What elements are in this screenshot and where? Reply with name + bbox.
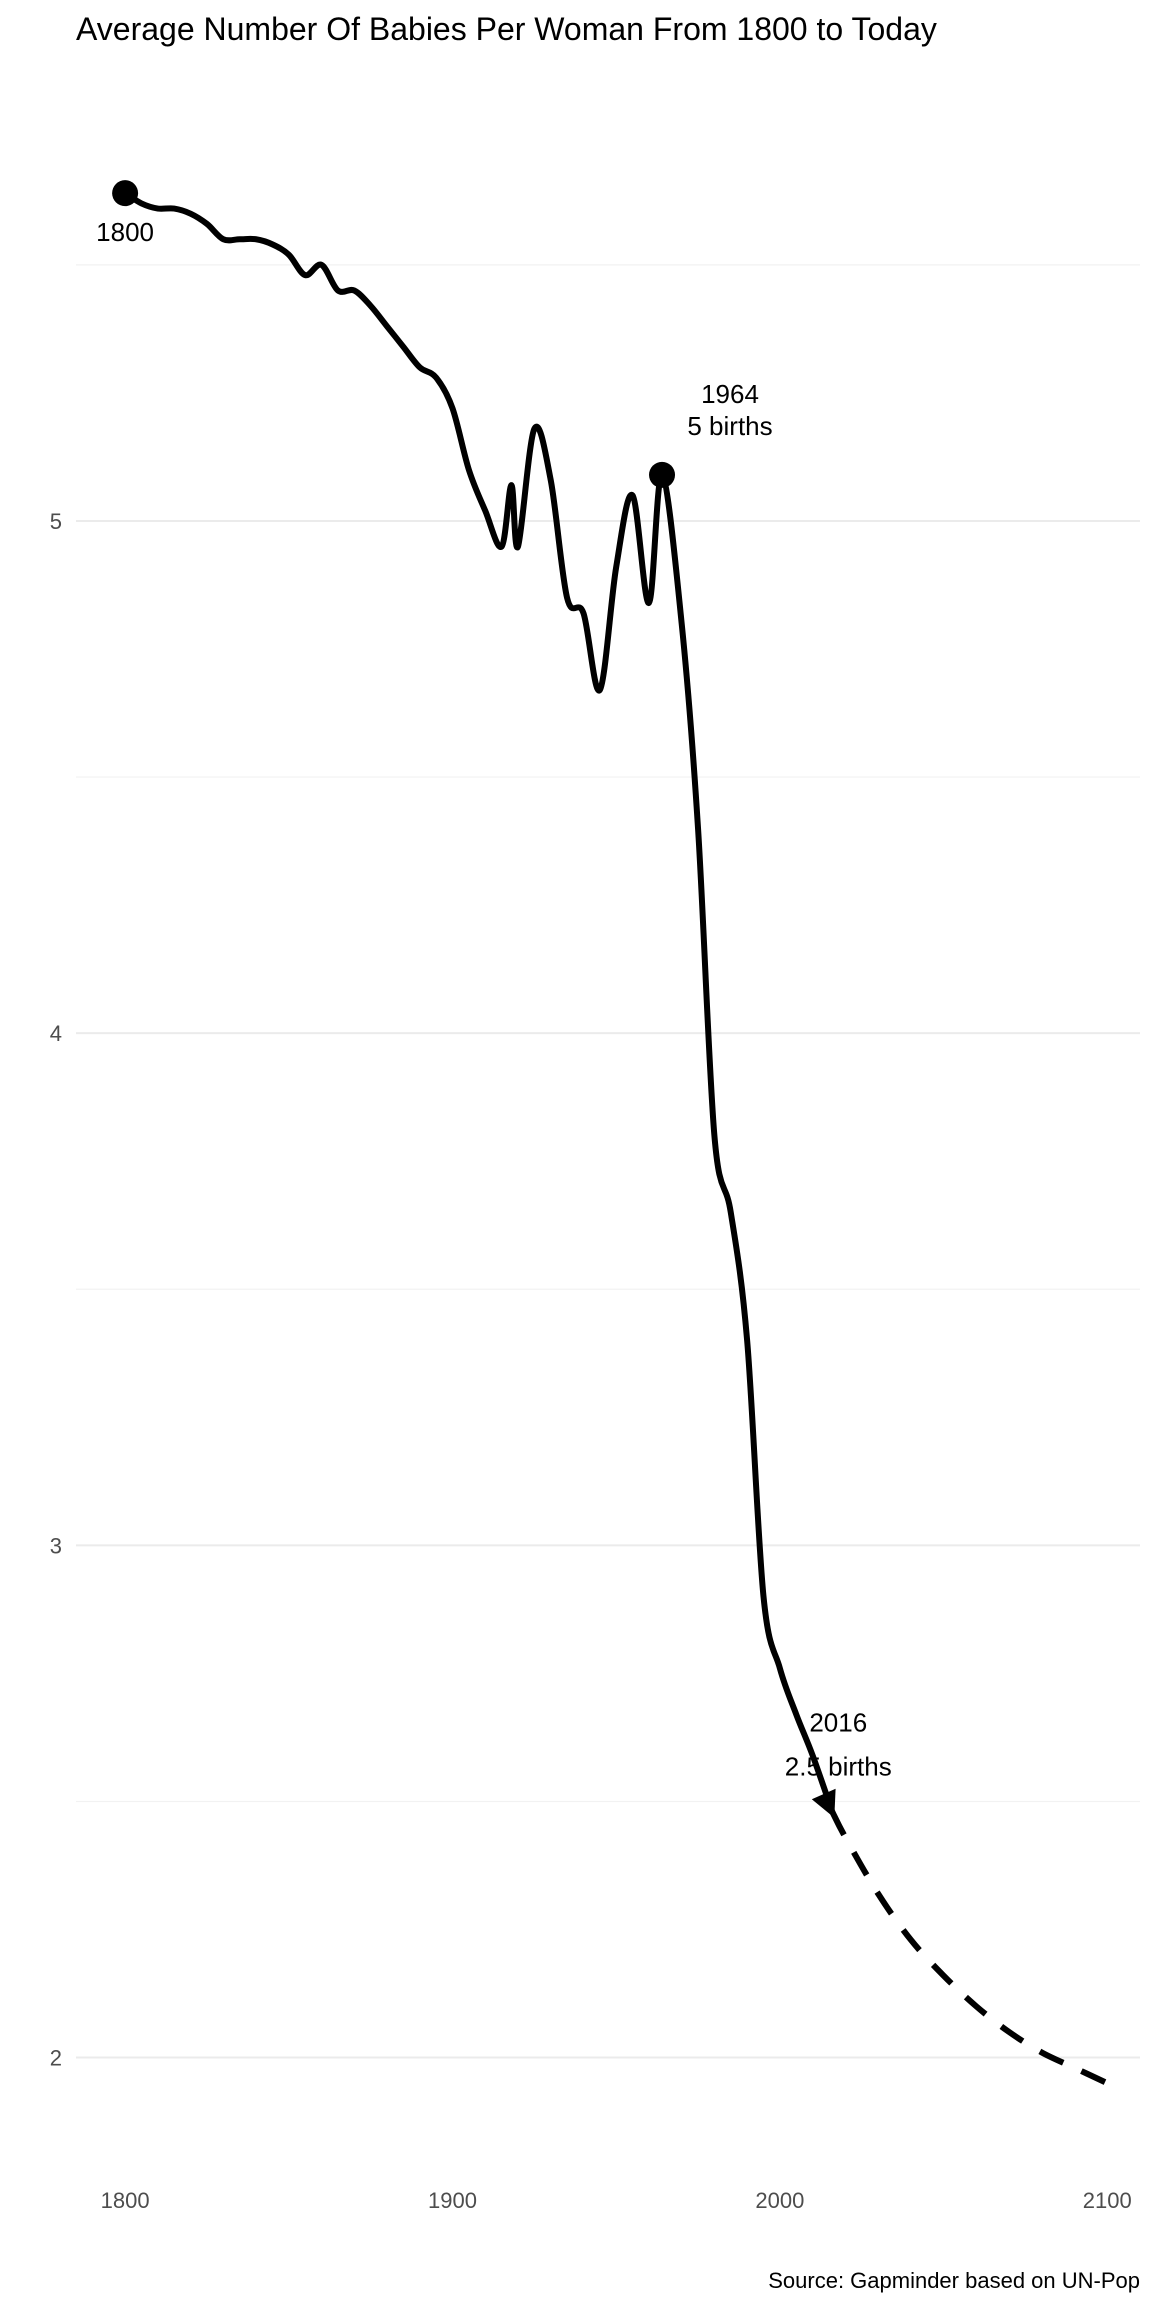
annotation-label: 1964 [701, 379, 759, 409]
historical-line [122, 190, 836, 1815]
x-tick-label: 2100 [1083, 2188, 1132, 2213]
annotation-label: 2016 [809, 1708, 867, 1738]
annotation-point [112, 180, 139, 207]
annotation-arrowhead [811, 1788, 836, 1818]
series-layer [122, 190, 1109, 2086]
projection-line [829, 1810, 1109, 2086]
x-tick-label: 2000 [755, 2188, 804, 2213]
y-tick-label: 4 [50, 1021, 62, 1046]
annotation-point [649, 461, 676, 488]
y-tick-label: 3 [50, 1533, 62, 1558]
tick-labels: 2 3 4 5 1800 1900 2000 2100 [50, 509, 1132, 2213]
y-tick-label: 2 [50, 2046, 62, 2071]
annotation-label: 1800 [96, 217, 154, 247]
x-tick-label: 1900 [428, 2188, 477, 2213]
chart-title: Average Number Of Babies Per Woman From … [76, 11, 937, 47]
annotation-label: 2.5 births [785, 1752, 892, 1782]
x-tick-label: 1800 [101, 2188, 150, 2213]
grid-layer [76, 264, 1140, 2059]
chart-caption: Source: Gapminder based on UN-Pop [768, 2268, 1140, 2293]
annotation-label: 5 births [687, 411, 772, 441]
y-tick-label: 5 [50, 509, 62, 534]
